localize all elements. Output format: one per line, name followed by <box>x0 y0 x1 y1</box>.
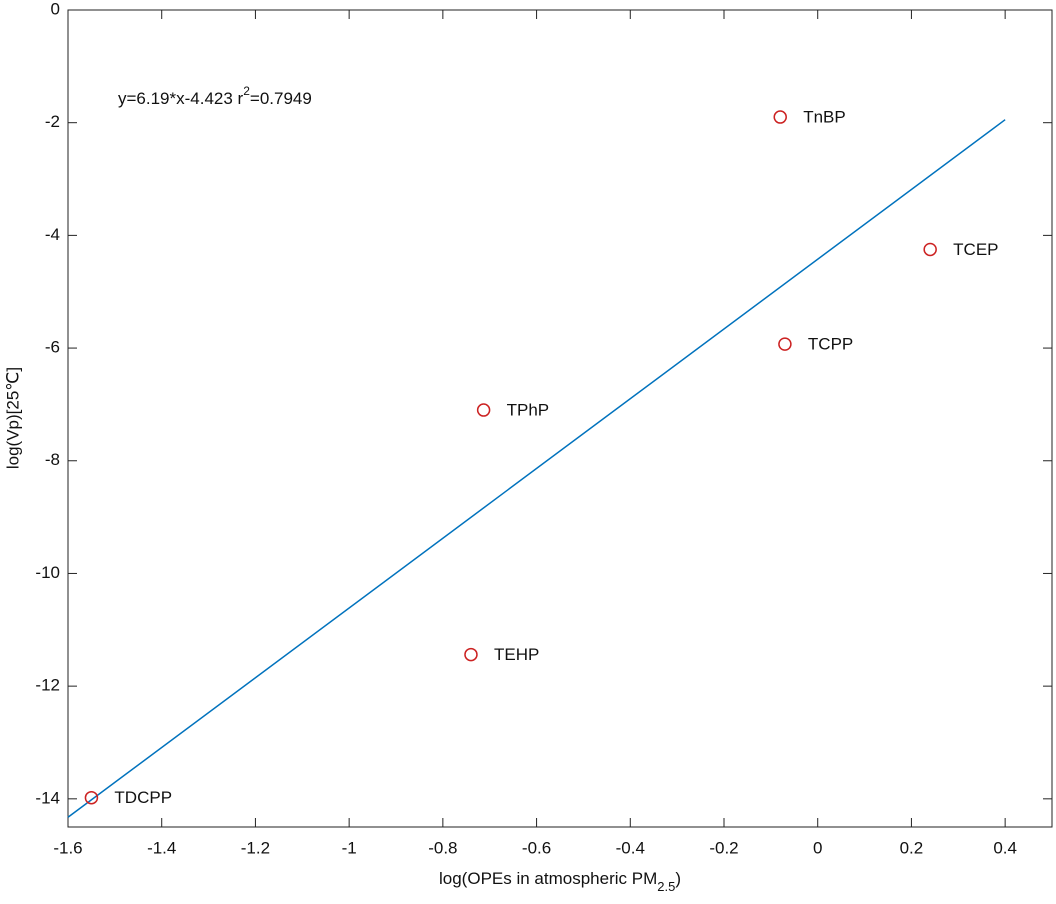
x-tick-label: 0 <box>813 838 822 857</box>
data-point <box>464 647 478 662</box>
x-tick-label: -0.8 <box>428 838 457 857</box>
y-tick-label: -8 <box>45 450 60 469</box>
data-point <box>476 403 491 417</box>
point-label: TEHP <box>494 645 539 664</box>
equation-text: y=6.19*x-4.423 r <box>118 89 244 108</box>
fit-equation: y=6.19*x-4.423 r2=0.7949 <box>118 84 312 108</box>
y-tick-label: 0 <box>51 0 60 18</box>
fit-line <box>67 119 1006 818</box>
x-tick-label: -0.2 <box>709 838 738 857</box>
x-label-text: log(OPEs in atmospheric PM <box>439 869 657 888</box>
y-tick-label: -4 <box>45 225 60 244</box>
data-point <box>778 337 792 351</box>
x-tick-label: -0.4 <box>616 838 645 857</box>
x-tick-label: 0.4 <box>993 838 1017 857</box>
y-tick-label: -6 <box>45 338 60 357</box>
x-label-subscript: 2.5 <box>657 879 675 894</box>
y-tick-label: -12 <box>35 676 60 695</box>
x-tick-label: -1.4 <box>147 838 176 857</box>
x-tick-label: 0.2 <box>900 838 924 857</box>
data-point <box>84 790 99 805</box>
plot-frame <box>67 9 1053 828</box>
x-label-text: ) <box>675 869 681 888</box>
point-label: TDCPP <box>114 788 172 807</box>
point-label: TnBP <box>803 108 846 127</box>
y-tick-label: -14 <box>35 788 60 807</box>
point-label: TPhP <box>507 401 550 420</box>
data-point <box>773 110 787 124</box>
x-tick-label: -0.6 <box>522 838 551 857</box>
point-label: TCPP <box>808 335 853 354</box>
x-tick-label: -1.6 <box>53 838 82 857</box>
equation-superscript: 2 <box>243 84 250 98</box>
x-axis-label: log(OPEs in atmospheric PM2.5) <box>439 869 681 894</box>
x-tick-label: -1.2 <box>241 838 270 857</box>
x-tick-label: -1 <box>342 838 357 857</box>
y-tick-label: -10 <box>35 563 60 582</box>
point-label: TCEP <box>953 240 998 259</box>
equation-text: =0.7949 <box>250 89 312 108</box>
data-point <box>923 242 937 257</box>
y-tick-label: -2 <box>45 112 60 131</box>
y-axis-label: log(Vp)[25℃] <box>3 367 22 469</box>
